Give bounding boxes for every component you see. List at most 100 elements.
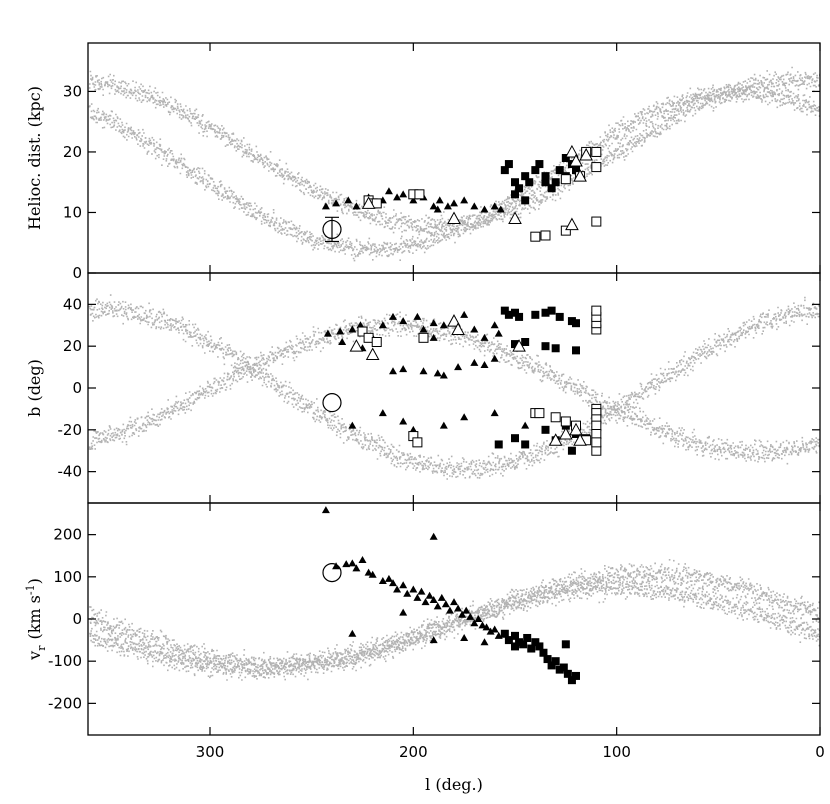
filled-triangle-point — [358, 555, 367, 563]
filled-triangle-point — [433, 205, 442, 213]
filled-triangle-point — [445, 606, 454, 614]
filled-triangle-point — [490, 354, 499, 362]
filled-square-point — [567, 676, 576, 685]
filled-square-point — [547, 184, 556, 193]
filled-triangle-point — [439, 321, 448, 329]
filled-square-point — [563, 669, 572, 678]
filled-triangle-point — [403, 589, 412, 597]
open-circle-point — [322, 219, 342, 240]
filled-triangle-point — [344, 196, 353, 204]
y-tick-label: -20 — [58, 421, 83, 439]
open-circle-point — [322, 393, 342, 413]
open-triangle-point — [512, 339, 526, 352]
y-tick-label: 10 — [63, 203, 82, 221]
data-points-latitude — [322, 305, 602, 456]
filled-square-point — [525, 178, 534, 187]
filled-triangle-point — [336, 327, 345, 335]
error-bar — [325, 216, 339, 243]
model-stream-distance — [88, 66, 820, 262]
open-square-point — [371, 337, 382, 347]
filled-triangle-point — [450, 598, 458, 606]
filled-square-point — [567, 317, 576, 326]
filled-triangle-point — [490, 625, 499, 633]
y-tick-label: 20 — [63, 143, 82, 161]
y-tick-label: 200 — [53, 526, 82, 544]
filled-triangle-point — [399, 317, 408, 325]
filled-triangle-point — [429, 636, 438, 644]
open-triangle-point — [365, 347, 380, 361]
panel-latitude: -40 -20 0 20 40 b (deg) — [25, 272, 821, 504]
filled-triangle-point — [490, 321, 499, 329]
filled-triangle-point — [480, 333, 489, 341]
x-axis-title: l (deg.) — [425, 775, 483, 794]
filled-triangle-point — [429, 596, 438, 604]
filled-triangle-point — [417, 587, 426, 595]
filled-triangle-point — [433, 369, 442, 377]
filled-triangle-point — [494, 631, 503, 639]
filled-triangle-point — [378, 409, 387, 417]
filled-square-point — [541, 425, 550, 434]
filled-triangle-point — [413, 312, 422, 320]
filled-square-point — [561, 154, 570, 162]
filled-triangle-point — [460, 633, 469, 641]
filled-square-point — [547, 661, 556, 670]
filled-square-point — [511, 631, 519, 640]
open-triangle-point — [548, 433, 563, 446]
filled-square-point — [541, 172, 550, 181]
filled-triangle-point — [321, 202, 330, 210]
open-square-point — [591, 216, 602, 227]
filled-square-point — [515, 312, 524, 321]
filled-triangle-point — [356, 321, 365, 329]
filled-triangle-point — [323, 329, 332, 337]
open-square-point — [357, 326, 368, 337]
filled-square-point — [500, 629, 509, 638]
y-tick-label: 0 — [72, 379, 82, 397]
filled-square-point — [515, 184, 524, 193]
filled-square-point — [541, 178, 550, 187]
filled-triangle-point — [364, 568, 373, 576]
y-tick-label: 30 — [63, 82, 82, 100]
filled-triangle-point — [466, 612, 475, 620]
filled-triangle-point — [435, 196, 444, 204]
filled-square-point — [559, 663, 568, 672]
filled-square-point — [555, 665, 564, 674]
open-triangle-point — [361, 196, 376, 209]
filled-square-point — [543, 655, 552, 664]
open-triangle-point — [579, 147, 594, 161]
filled-square-point — [511, 190, 519, 199]
filled-triangle-point — [352, 564, 361, 572]
y-axis-title-distance: Helioc. dist. (kpc) — [25, 86, 44, 230]
filled-square-point — [504, 310, 513, 319]
filled-square-point — [551, 178, 560, 187]
open-triangle-point — [558, 426, 573, 440]
filled-triangle-point — [419, 325, 428, 333]
open-square-point — [418, 332, 429, 343]
filled-triangle-point — [462, 606, 471, 614]
filled-triangle-point — [409, 585, 418, 593]
filled-square-point — [523, 633, 532, 642]
y-tick-label: -200 — [48, 694, 82, 712]
y-tick-label: 40 — [63, 295, 82, 313]
filled-triangle-point — [439, 371, 448, 379]
filled-triangle-point — [332, 562, 341, 570]
open-triangle-point — [508, 211, 522, 225]
filled-square-point — [519, 640, 528, 649]
y-tick-label: 20 — [63, 337, 82, 355]
model-stream-velocity — [89, 559, 820, 681]
filled-triangle-point — [429, 202, 438, 210]
open-square-point — [412, 437, 423, 448]
filled-triangle-point — [413, 593, 422, 601]
open-square-point — [540, 230, 551, 241]
x-tick-label: 200 — [399, 743, 428, 761]
open-triangle-point — [573, 433, 587, 446]
panel-frame — [87, 42, 821, 274]
filled-square-point — [531, 638, 540, 647]
filled-triangle-point — [348, 629, 357, 637]
filled-triangle-point — [409, 196, 418, 204]
filled-triangle-point — [460, 310, 469, 318]
filled-triangle-point — [378, 321, 387, 329]
data-points-velocity — [321, 506, 580, 685]
filled-square-point — [511, 178, 519, 187]
filled-triangle-point — [443, 202, 452, 210]
